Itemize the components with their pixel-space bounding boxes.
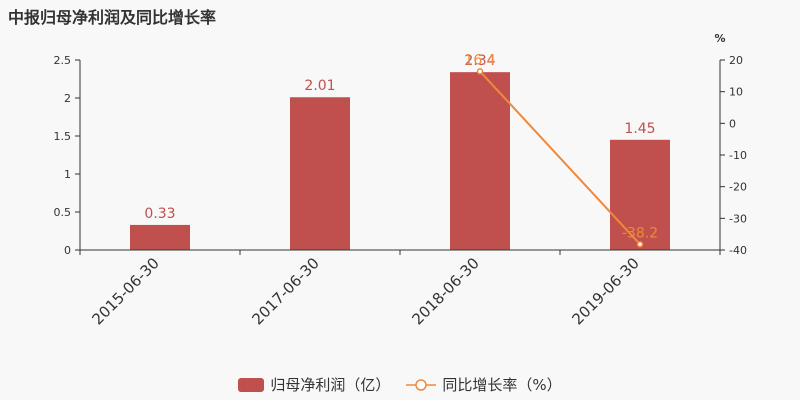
- y-left-tick-label: 2.5: [54, 54, 72, 67]
- y-right-unit: %: [714, 32, 725, 45]
- y-left-tick-label: 2: [64, 92, 71, 105]
- bar[interactable]: [290, 97, 350, 251]
- x-tick-label: 2017-06-30: [248, 254, 322, 328]
- line-point[interactable]: [476, 68, 484, 75]
- bar-data-label: 1.45: [624, 121, 655, 137]
- growth-line: [479, 70, 641, 245]
- x-tick-label: 2015-06-30: [88, 254, 162, 328]
- bar[interactable]: [450, 72, 510, 250]
- bar-data-label: 2.34: [464, 53, 495, 69]
- y-right-tick-label: 20: [729, 54, 743, 67]
- y-right-tick-label: -40: [729, 244, 747, 257]
- x-tick-label: 2019-06-30: [568, 254, 642, 328]
- legend-item-line[interactable]: 同比增长率（%）: [406, 374, 562, 395]
- x-tick-label: 2018-06-30: [408, 254, 482, 328]
- y-left-tick-label: 0: [64, 244, 71, 257]
- legend-bar-label: 归母净利润（亿）: [270, 376, 391, 394]
- bar-data-label: 0.33: [144, 206, 175, 222]
- legend-line-label: 同比增长率（%）: [442, 376, 562, 394]
- legend-line-swatch: [406, 378, 437, 391]
- y-left-tick-label: 0.5: [54, 206, 72, 219]
- chart-title: 中报归母净利润及同比增长率: [8, 8, 217, 27]
- y-right-tick-label: -10: [729, 149, 747, 162]
- line-data-label: 16.4: [464, 52, 495, 68]
- legend-item-bar[interactable]: 归母净利润（亿）: [238, 374, 390, 395]
- line-data-label: -38.2: [622, 225, 658, 241]
- legend: 归母净利润（亿） 同比增长率（%）: [0, 374, 800, 395]
- y-left-tick-label: 1.5: [54, 130, 72, 143]
- combo-chart: 0 0.5 1 1.5 2 2.5 -40 -30 -20 -10 0 10 20% 2015-06-30…: [54, 32, 747, 328]
- bar[interactable]: [610, 139, 670, 250]
- line-point[interactable]: [636, 241, 644, 248]
- y-right-tick-label: 10: [729, 86, 743, 99]
- legend-bar-swatch: [238, 377, 265, 392]
- y-right-tick-label: -30: [729, 212, 747, 225]
- y-right-tick-label: 0: [729, 117, 736, 130]
- y-left-tick-label: 1: [64, 168, 71, 181]
- y-right-tick-label: -20: [729, 181, 747, 194]
- bar[interactable]: [130, 224, 190, 250]
- bar-data-label: 2.01: [304, 78, 335, 94]
